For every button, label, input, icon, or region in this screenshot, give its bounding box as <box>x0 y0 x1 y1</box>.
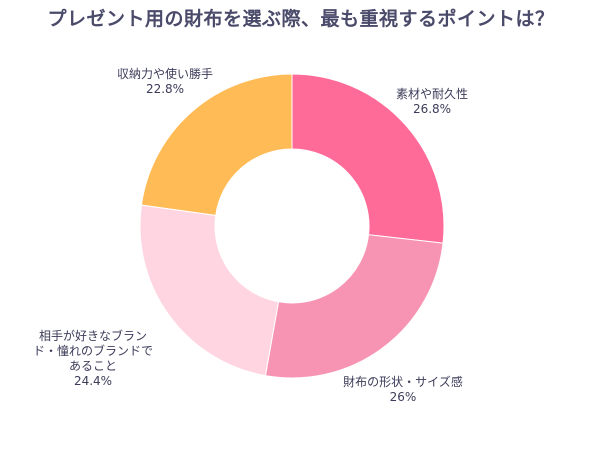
slice-label-3: 収納力や使い勝手 22.8% <box>117 66 213 96</box>
slice-category-label: ド・憧れのブランドで <box>33 343 153 358</box>
slice-value-label: 26.8% <box>413 102 451 116</box>
slice-category-label: 財布の形状・サイズ感 <box>343 374 463 389</box>
donut-slice-0 <box>291 73 445 244</box>
slice-value-label: 26% <box>390 390 417 404</box>
slice-value-label: 22.8% <box>146 82 184 96</box>
slice-category-label: 素材や耐久性 <box>396 87 468 101</box>
donut-slice-1 <box>264 234 444 379</box>
slice-label-1: 財布の形状・サイズ感 26% <box>343 374 463 404</box>
slice-value-label: 24.4% <box>74 374 112 388</box>
chart-title: プレゼント用の財布を選ぶ際、最も重視するポイントは？ <box>47 8 555 30</box>
slice-category-label: 収納力や使い勝手 <box>117 66 213 81</box>
labels-group: 素材や耐久性 26.8% 財布の形状・サイズ感 26% 相手が好きなブランド・憧れのブラ… <box>33 66 468 404</box>
donut-slice-3 <box>140 73 293 216</box>
slice-label-0: 素材や耐久性 26.8% <box>396 87 468 116</box>
donut-slice-2 <box>139 204 280 377</box>
slice-category-label: 相手が好きなブラン <box>39 328 147 343</box>
slice-category-label: あること <box>69 359 117 373</box>
slice-label-2: 相手が好きなブランド・憧れのブランドであること 24.4% <box>33 328 153 388</box>
slices-group <box>139 73 445 379</box>
